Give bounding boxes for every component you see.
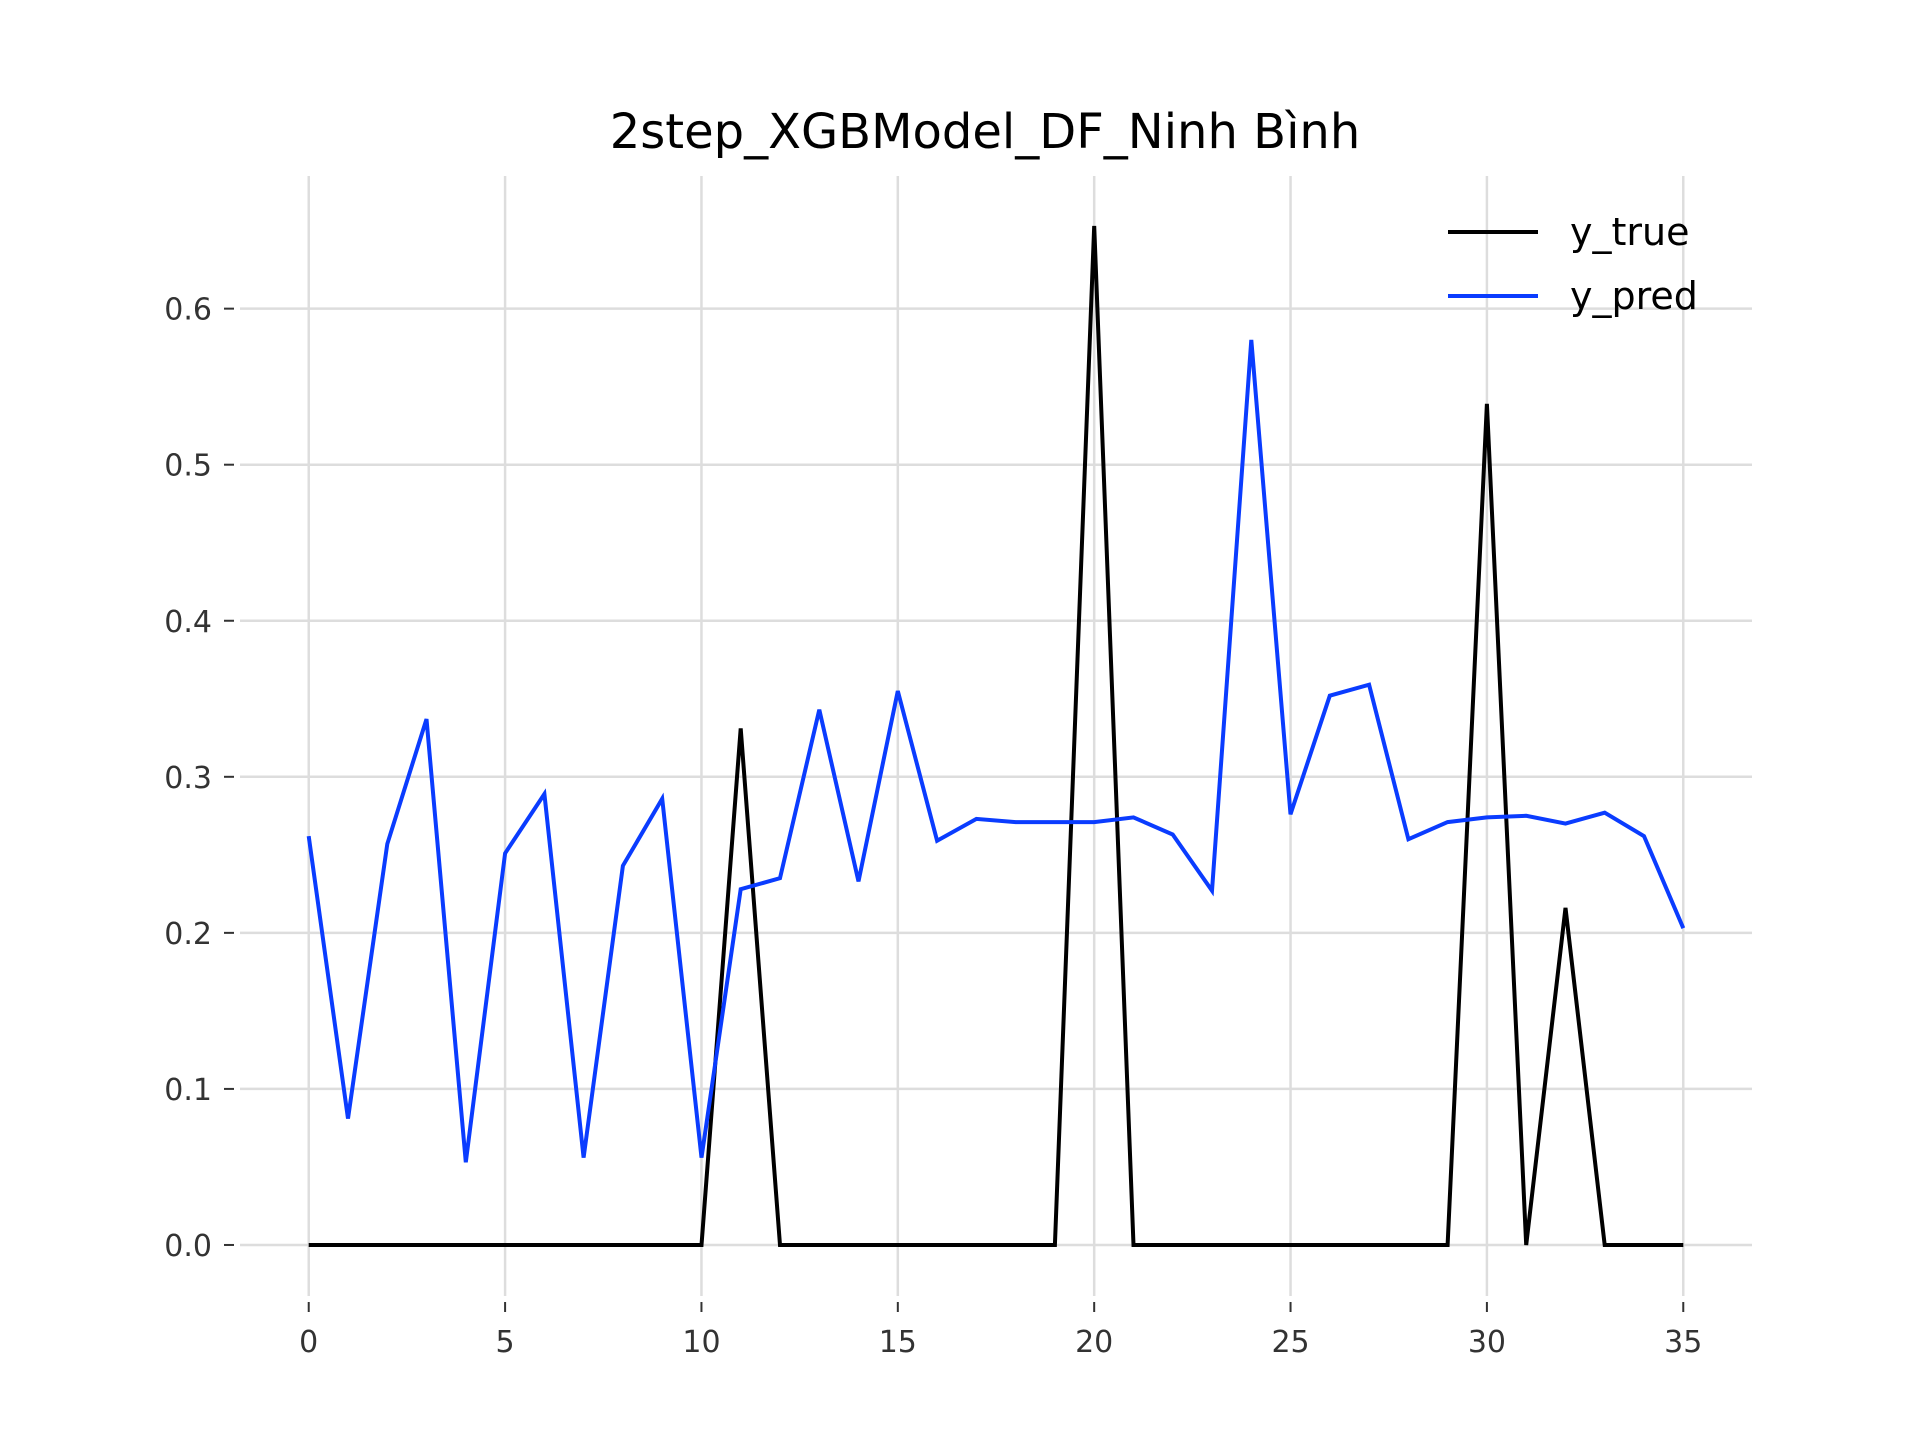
y-tick-label: 0.5: [164, 449, 212, 484]
series-line-y-true: [308, 225, 1684, 1247]
x-tick-label: 15: [879, 1325, 917, 1360]
x-tick-label: 35: [1664, 1325, 1702, 1360]
y-tick-label: 0.4: [164, 605, 212, 640]
series-lines: [306, 225, 1686, 1247]
legend-label-y-pred: y_pred: [1570, 274, 1698, 318]
y-tick-label: 0.2: [164, 917, 212, 952]
legend: y_true y_pred: [1448, 210, 1698, 318]
x-tick-label: 0: [299, 1325, 318, 1360]
x-tick-label: 30: [1468, 1325, 1506, 1360]
y-tick-label: 0.3: [164, 761, 212, 796]
y-tick-label: 0.1: [164, 1073, 212, 1108]
y-tick-label: 0.0: [164, 1229, 212, 1264]
chart-title: 2step_XGBModel_DF_Ninh Bình: [610, 104, 1361, 160]
y-tick-label: 0.6: [164, 293, 212, 328]
grid: [240, 176, 1752, 1296]
legend-label-y-true: y_true: [1570, 210, 1689, 254]
axis-ticks: 0 5 10 15 20 25 30 35 0.0 0.1 0.2 0.3 0.4 0.5 0.6: [164, 293, 1702, 1360]
series-line-y-pred: [306, 339, 1686, 1163]
x-tick-label: 25: [1271, 1325, 1309, 1360]
x-tick-label: 5: [496, 1325, 515, 1360]
x-tick-label: 10: [682, 1325, 720, 1360]
x-tick-label: 20: [1075, 1325, 1113, 1360]
